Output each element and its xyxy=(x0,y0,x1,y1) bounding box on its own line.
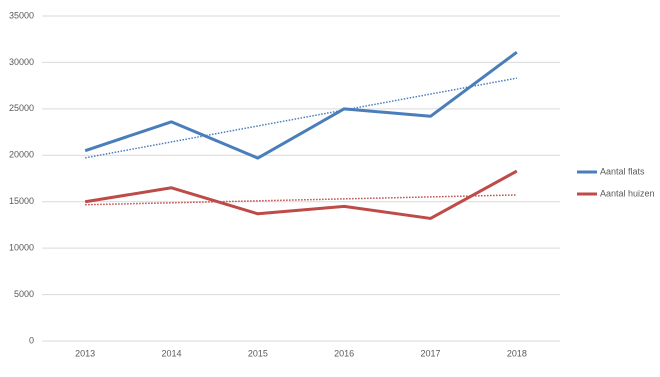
series-line xyxy=(84,169,518,220)
x-tick-label: 2017 xyxy=(420,348,440,358)
y-tick-label: 0 xyxy=(29,335,34,345)
x-tick-label: 2015 xyxy=(248,348,268,358)
x-tick-label: 2018 xyxy=(507,348,527,358)
series-line xyxy=(84,51,518,160)
y-tick-label: 15000 xyxy=(9,196,34,206)
y-tick-label: 30000 xyxy=(9,57,34,67)
legend-label: Aantal huizen xyxy=(600,188,655,198)
y-tick-label: 25000 xyxy=(9,103,34,113)
x-tick-label: 2013 xyxy=(75,348,95,358)
y-tick-label: 20000 xyxy=(9,150,34,160)
legend-label: Aantal flats xyxy=(600,166,645,176)
y-tick-label: 10000 xyxy=(9,243,34,253)
x-tick-label: 2016 xyxy=(334,348,354,358)
y-tick-label: 35000 xyxy=(9,10,34,20)
trendline xyxy=(85,194,517,206)
y-tick-label: 5000 xyxy=(14,289,34,299)
trendline xyxy=(85,77,517,159)
x-tick-label: 2014 xyxy=(161,348,181,358)
